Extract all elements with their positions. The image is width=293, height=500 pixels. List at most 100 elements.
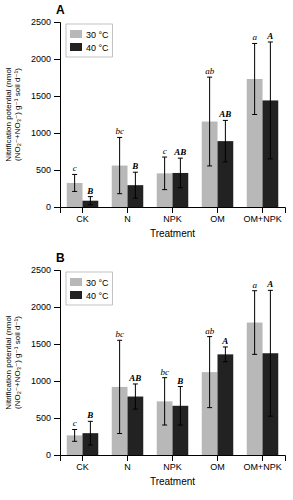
significance-label: ab	[205, 66, 215, 76]
tick-mark	[262, 207, 263, 213]
significance-label: ab	[205, 326, 215, 336]
error-bar	[162, 157, 167, 190]
tick: 500	[36, 165, 60, 175]
tick-mark	[54, 381, 60, 382]
error-bar	[117, 340, 122, 433]
tick: N	[124, 207, 131, 224]
y-axis-title: Nitrification potential (nmol(NO₂⁻+NO₃⁻)…	[4, 67, 22, 161]
tick-label: N	[124, 214, 131, 224]
error-bar	[207, 77, 212, 166]
tick-mark	[54, 344, 60, 345]
tick-label: OM+NPK	[243, 462, 281, 472]
legend-item: 30 °C	[70, 278, 109, 288]
tick: N	[124, 455, 131, 472]
legend-swatch	[70, 30, 82, 38]
legend-frame	[66, 24, 113, 57]
tick-label: 1500	[31, 339, 51, 349]
tick-label: 500	[36, 413, 51, 423]
significance-label: bc	[160, 367, 169, 377]
legend-label: 30 °C	[86, 278, 109, 288]
tick: 500	[36, 413, 60, 423]
significance-label: bc	[115, 329, 124, 339]
tick-label: 2000	[31, 302, 51, 312]
x-axis-title: Treatment	[150, 476, 195, 487]
y-axis-title: Nitrification potential (nmol(NO₂⁻+NO₃⁻)…	[4, 315, 22, 409]
tick-label: 1500	[31, 91, 51, 101]
tick: 0	[46, 450, 60, 460]
legend: 30 °C 40 °C	[66, 24, 113, 57]
x-axis: CK N NPK OM OM+NPK	[61, 455, 286, 472]
tick-mark	[54, 59, 60, 60]
significance-label: a	[252, 32, 257, 42]
tick: 1000	[31, 376, 60, 386]
tick: 2000	[31, 54, 60, 64]
tick: OM+NPK	[243, 455, 281, 472]
tick-label: 500	[36, 165, 51, 175]
tick-mark	[54, 270, 60, 271]
error-bar	[207, 337, 212, 408]
legend-item: 40 °C	[70, 291, 109, 301]
significance-label: AB	[173, 147, 186, 157]
error-bar	[72, 429, 77, 441]
significance-label: AB	[128, 373, 141, 383]
tick-mark	[127, 455, 128, 461]
error-bar	[162, 378, 167, 425]
legend-item: 30 °C	[70, 30, 109, 40]
tick: 1500	[31, 91, 60, 101]
tick-label: 0	[46, 202, 51, 212]
tick-label: CK	[76, 462, 89, 472]
tick: 2500	[31, 17, 60, 27]
significance-label: B	[86, 410, 93, 420]
tick-mark	[54, 455, 60, 456]
tick: NPK	[163, 207, 182, 224]
bar-series	[67, 43, 263, 207]
axis-line	[54, 271, 61, 456]
tick: 2500	[31, 265, 60, 275]
panel: cbcbcabaBABBAA05001000150020002500CKNNPK…	[31, 251, 286, 487]
tick-mark	[54, 22, 60, 23]
error-bar	[223, 120, 228, 161]
tick: OM	[210, 207, 225, 224]
tick-label: 2000	[31, 54, 51, 64]
significance-label: B	[176, 376, 183, 386]
tick: OM+NPK	[243, 207, 281, 224]
tick: 0	[46, 202, 60, 212]
error-bar	[88, 421, 93, 445]
bar-series	[83, 42, 279, 207]
axis-line	[54, 23, 61, 208]
error-bar	[223, 347, 228, 362]
significance-label: B	[86, 186, 93, 196]
panel: cbccabaBBABABA05001000150020002500CKNNPK…	[31, 3, 286, 239]
tick-mark	[54, 207, 60, 208]
tick-mark	[262, 455, 263, 461]
tick-mark	[127, 207, 128, 213]
error-bar	[133, 384, 138, 409]
tick: NPK	[163, 455, 182, 472]
significance-label: A	[221, 336, 228, 346]
tick-label: CK	[76, 214, 89, 224]
x-axis-title: Treatment	[150, 228, 195, 239]
legend-label: 30 °C	[86, 30, 109, 40]
figure: cbccabaBBABABA05001000150020002500CKNNPK…	[0, 0, 293, 500]
tick-mark	[172, 207, 173, 213]
tick: OM	[210, 455, 225, 472]
tick: CK	[76, 455, 89, 472]
title: B	[56, 251, 65, 265]
legend-label: 40 °C	[86, 43, 109, 53]
tick-label: 0	[46, 450, 51, 460]
x-axis: CK N NPK OM OM+NPK	[61, 207, 286, 224]
plot-area	[67, 42, 279, 207]
bar	[218, 354, 234, 455]
tick-label: NPK	[163, 214, 182, 224]
tick-mark	[217, 455, 218, 461]
tick-label: 2500	[31, 17, 51, 27]
tick: 2000	[31, 302, 60, 312]
title: A	[56, 3, 65, 17]
error-bar	[268, 42, 273, 159]
error-bar	[178, 158, 183, 188]
legend-label: 40 °C	[86, 291, 109, 301]
legend: 30 °C 40 °C	[66, 272, 113, 305]
tick: 1000	[31, 128, 60, 138]
tick-label: NPK	[163, 462, 182, 472]
legend-swatch	[70, 291, 82, 299]
